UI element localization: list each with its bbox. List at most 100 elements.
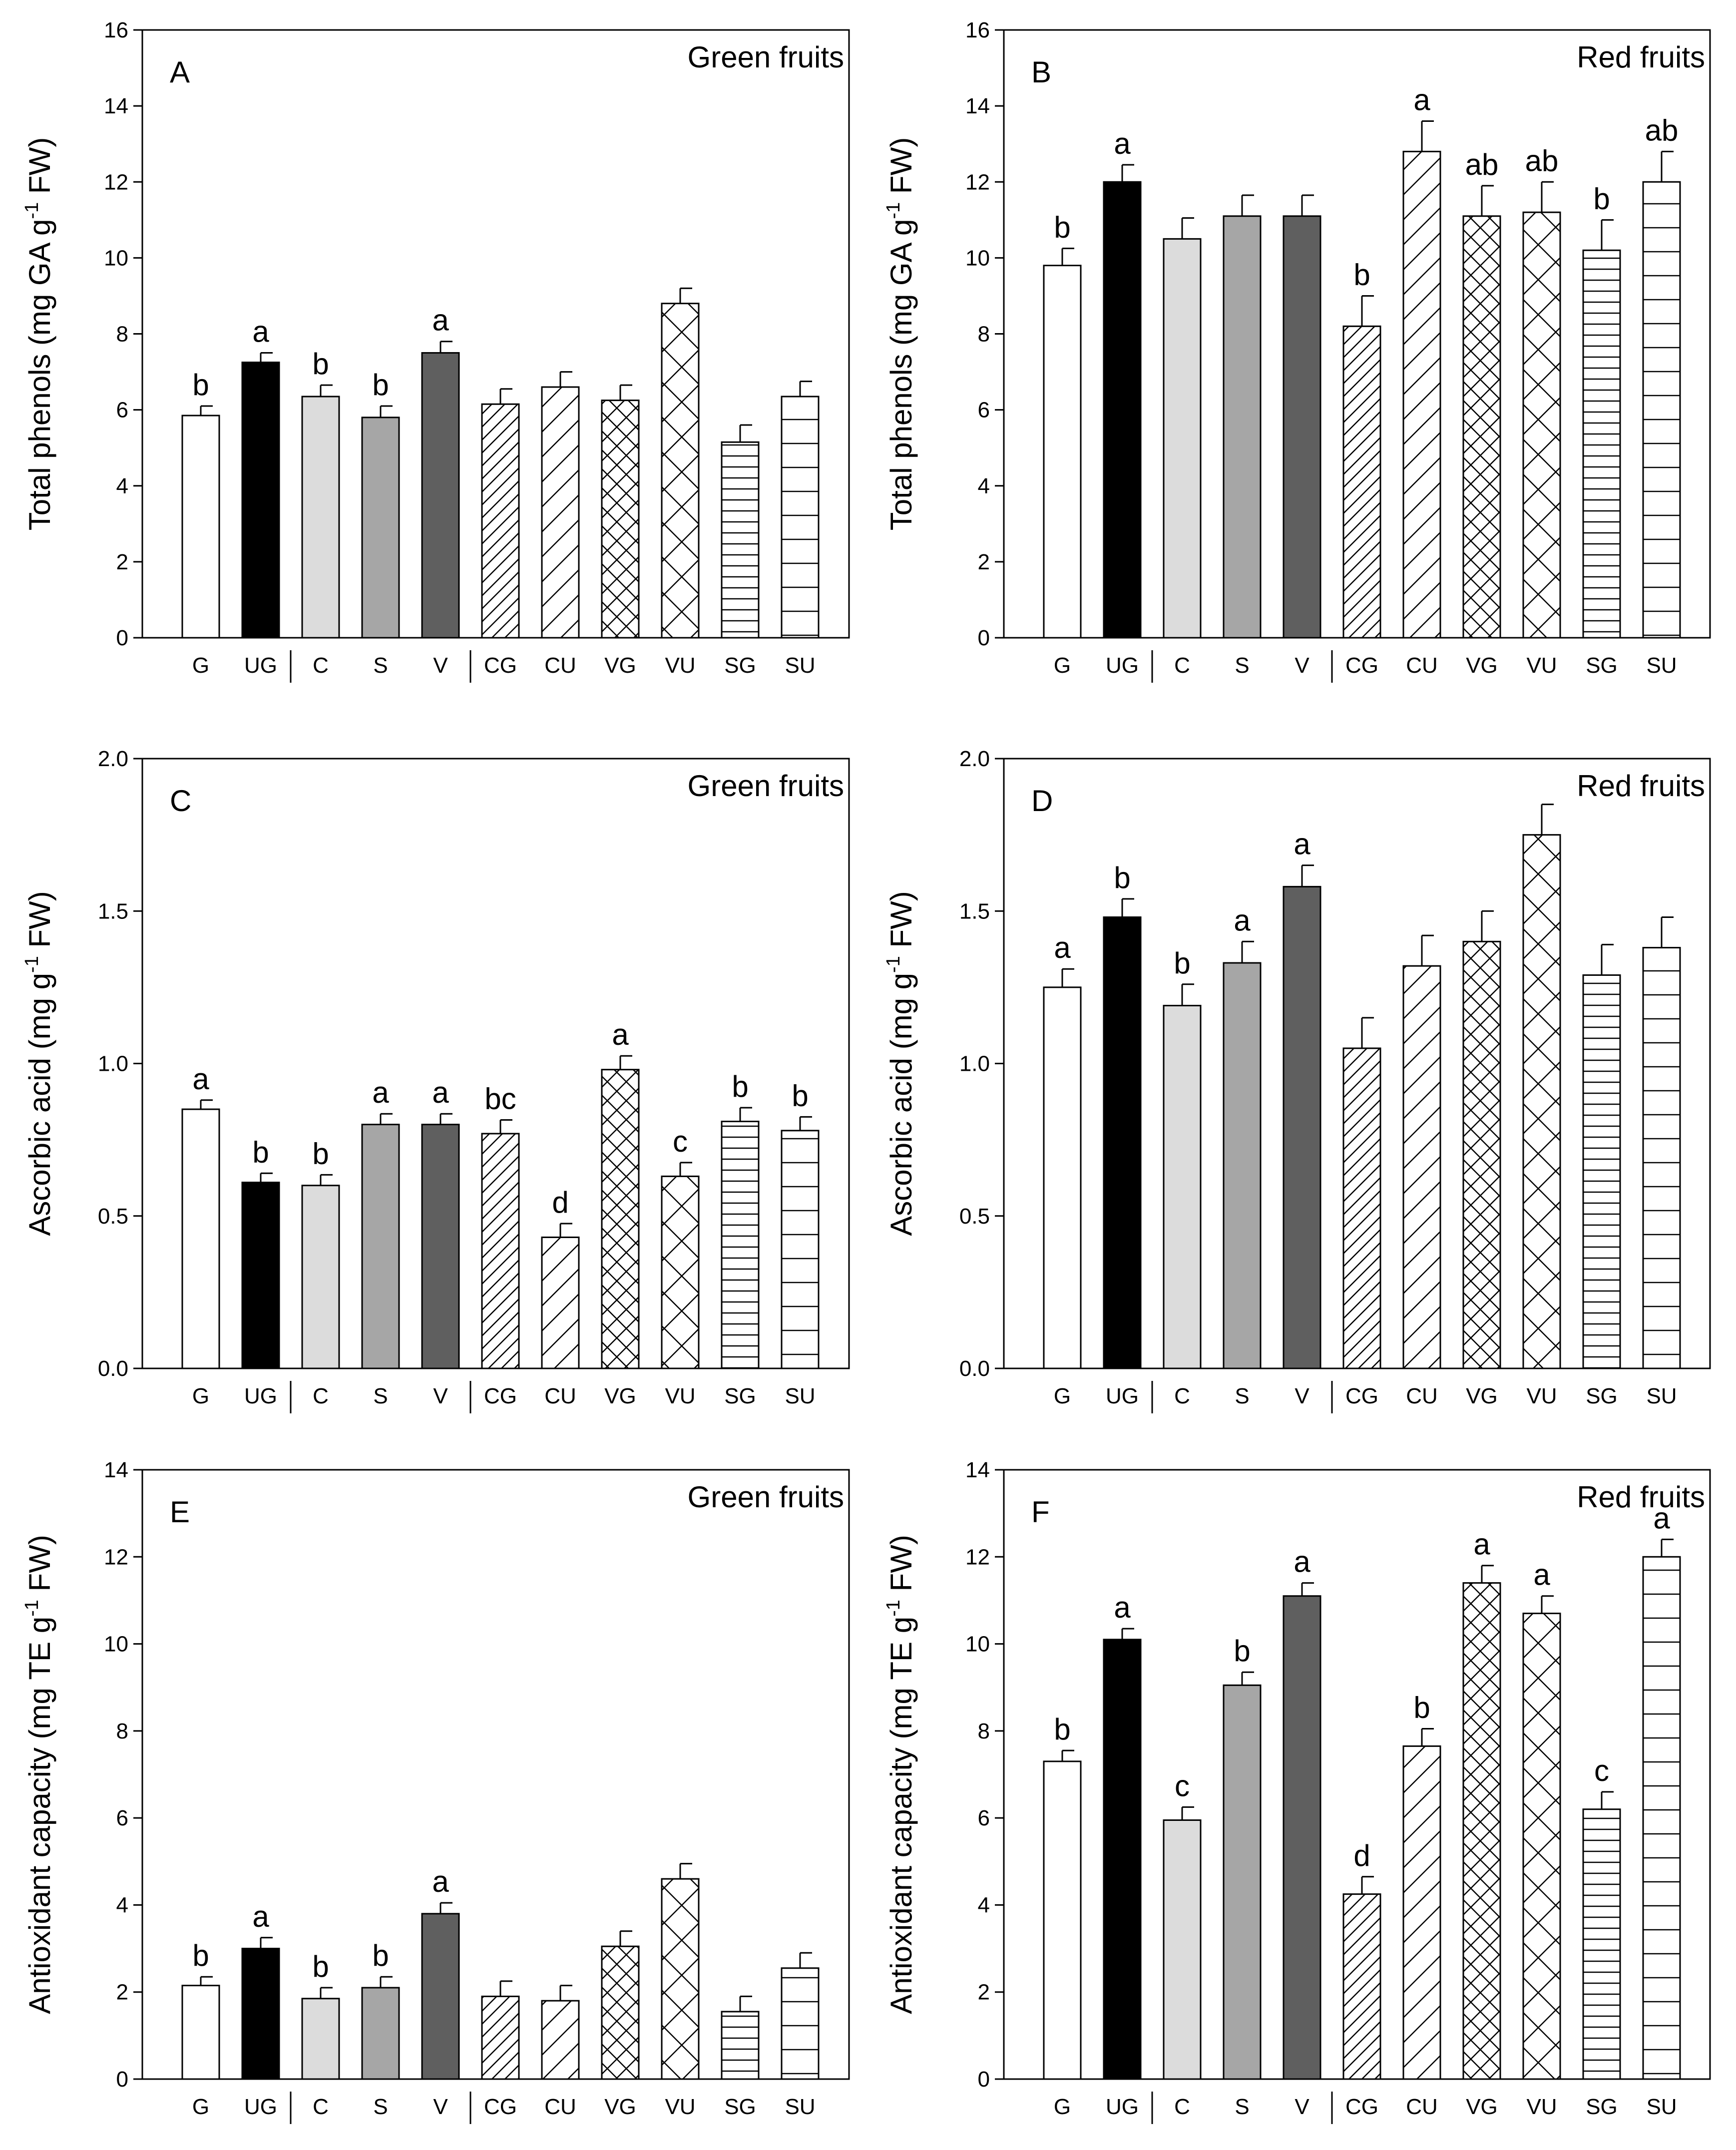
x-tick-label: V — [433, 1384, 448, 1408]
y-tick-label: 8 — [978, 322, 990, 347]
x-tick-label: CG — [1345, 2095, 1378, 2119]
y-tick-label: 12 — [104, 1545, 128, 1569]
significance-letter: c — [1594, 1754, 1609, 1787]
x-tick-label: UG — [1106, 2095, 1139, 2119]
significance-letter: b — [1054, 210, 1070, 244]
significance-letter: a — [1114, 1591, 1131, 1624]
bar-cg — [481, 1133, 520, 1369]
y-tick-label: 10 — [104, 1632, 128, 1657]
bar-ug — [241, 1182, 280, 1369]
bar-su — [1642, 947, 1681, 1369]
y-tick-label: 8 — [116, 322, 128, 347]
x-tick-label: G — [1054, 653, 1071, 678]
x-tick-label: SU — [785, 1384, 815, 1408]
bar-vg — [1462, 940, 1501, 1369]
y-tick-label: 10 — [965, 1632, 990, 1657]
y-axis-label: Antioxidant capacity (mg TE g-1 FW) — [21, 1535, 56, 2014]
significance-letter: b — [1234, 1634, 1250, 1668]
panel-letter: E — [170, 1495, 190, 1529]
y-tick-label: 4 — [978, 1893, 990, 1917]
y-tick-label: 2.0 — [98, 747, 128, 771]
bar-g — [1043, 265, 1082, 639]
x-tick-label: G — [192, 653, 209, 678]
bar-g — [181, 415, 220, 639]
bar-sg — [721, 441, 760, 639]
chart-panel-a: 0 2 4 6 8 10 12 14 16 Total phenols (mg GA g-1 FW… — [21, 18, 850, 683]
bar-g — [1043, 1760, 1082, 2080]
x-tick-label: SU — [1646, 1384, 1677, 1408]
bar-s — [361, 417, 400, 639]
bar-cu — [1402, 1745, 1441, 2080]
x-tick-label: CU — [1406, 1384, 1438, 1408]
y-tick-label: 10 — [965, 246, 990, 270]
x-tick-label: VG — [1466, 2095, 1498, 2119]
significance-letter: b — [312, 347, 329, 381]
y-tick-label: 14 — [104, 1458, 128, 1482]
y-axis-label: Ascorbic acid (mg g-1 FW) — [21, 891, 56, 1236]
y-tick-label: 4 — [116, 474, 128, 498]
significance-letter: b — [1054, 1713, 1070, 1746]
x-tick-label: VG — [1466, 653, 1498, 678]
y-tick-label: 6 — [116, 1806, 128, 1830]
significance-letter: b — [1114, 861, 1130, 894]
chart-panel-c: 0.0 0.5 1.0 1.5 2.0 Ascorbic acid (mg g-1 FW)… — [21, 747, 850, 1413]
bar-c — [301, 1998, 340, 2080]
bar-vg — [601, 1069, 640, 1369]
bar-s — [361, 1987, 400, 2080]
x-tick-label: G — [192, 1384, 209, 1408]
x-tick-label: CU — [1406, 653, 1438, 678]
bar-vg — [601, 1945, 640, 2080]
x-tick-label: VU — [665, 1384, 695, 1408]
x-tick-label: G — [1054, 2095, 1071, 2119]
bar-s — [1223, 962, 1262, 1369]
x-tick-label: SG — [1586, 653, 1618, 678]
x-tick-label: UG — [244, 1384, 277, 1408]
chart-panel-b: 0 2 4 6 8 10 12 14 16 Total phenols (mg GA g-1 FW… — [883, 18, 1711, 683]
bar-vu — [1522, 211, 1561, 639]
bar-s — [1223, 1684, 1262, 2080]
x-tick-label: CU — [544, 2095, 576, 2119]
x-tick-label: C — [313, 653, 329, 678]
panel-title: Red fruits — [1577, 1480, 1705, 1514]
y-tick-label: 2 — [116, 550, 128, 574]
chart-panel-d: 0.0 0.5 1.0 1.5 2.0 Ascorbic acid (mg g-1 FW)… — [883, 747, 1711, 1413]
y-tick-label: 0 — [978, 2067, 990, 2092]
y-tick-label: 0.5 — [98, 1204, 128, 1229]
significance-letter: b — [372, 1939, 389, 1972]
y-tick-label: 8 — [116, 1719, 128, 1743]
x-tick-label: SG — [724, 653, 756, 678]
y-axis-label: Total phenols (mg GA g-1 FW) — [21, 137, 56, 530]
x-tick-label: UG — [1106, 653, 1139, 678]
y-axis-label: Ascorbic acid (mg g-1 FW) — [883, 891, 918, 1236]
x-tick-label: VG — [1466, 1384, 1498, 1408]
x-tick-label: VU — [665, 653, 695, 678]
y-tick-label: 12 — [965, 1545, 990, 1569]
chart-panel-f: 0 2 4 6 8 10 12 14 Antioxidant capacity (mg TE g… — [883, 1458, 1711, 2124]
significance-letter: a — [1413, 83, 1430, 117]
significance-letter: a — [252, 315, 269, 349]
y-tick-label: 6 — [116, 398, 128, 423]
significance-letter: a — [192, 1062, 209, 1096]
y-tick-label: 0 — [116, 626, 128, 650]
bar-cu — [1402, 150, 1441, 639]
significance-letter: b — [252, 1135, 269, 1169]
bar-su — [781, 396, 820, 639]
bar-su — [781, 1130, 820, 1369]
bar-c — [301, 1185, 340, 1369]
significance-letter: a — [252, 1900, 269, 1933]
x-tick-label: SG — [1586, 2095, 1618, 2119]
bar-sg — [1582, 974, 1621, 1369]
bar-v — [1283, 215, 1321, 639]
significance-letter: b — [192, 1939, 209, 1972]
y-tick-label: 1.5 — [98, 899, 128, 923]
significance-letter: b — [1413, 1691, 1430, 1724]
significance-letter: b — [1593, 182, 1610, 215]
y-tick-label: 14 — [104, 94, 128, 118]
x-tick-label: SU — [785, 653, 815, 678]
y-tick-label: 8 — [978, 1719, 990, 1743]
significance-letter: ab — [1645, 113, 1679, 147]
x-tick-label: V — [433, 2095, 448, 2119]
bar-c — [1163, 1819, 1202, 2080]
bar-g — [181, 1108, 220, 1369]
